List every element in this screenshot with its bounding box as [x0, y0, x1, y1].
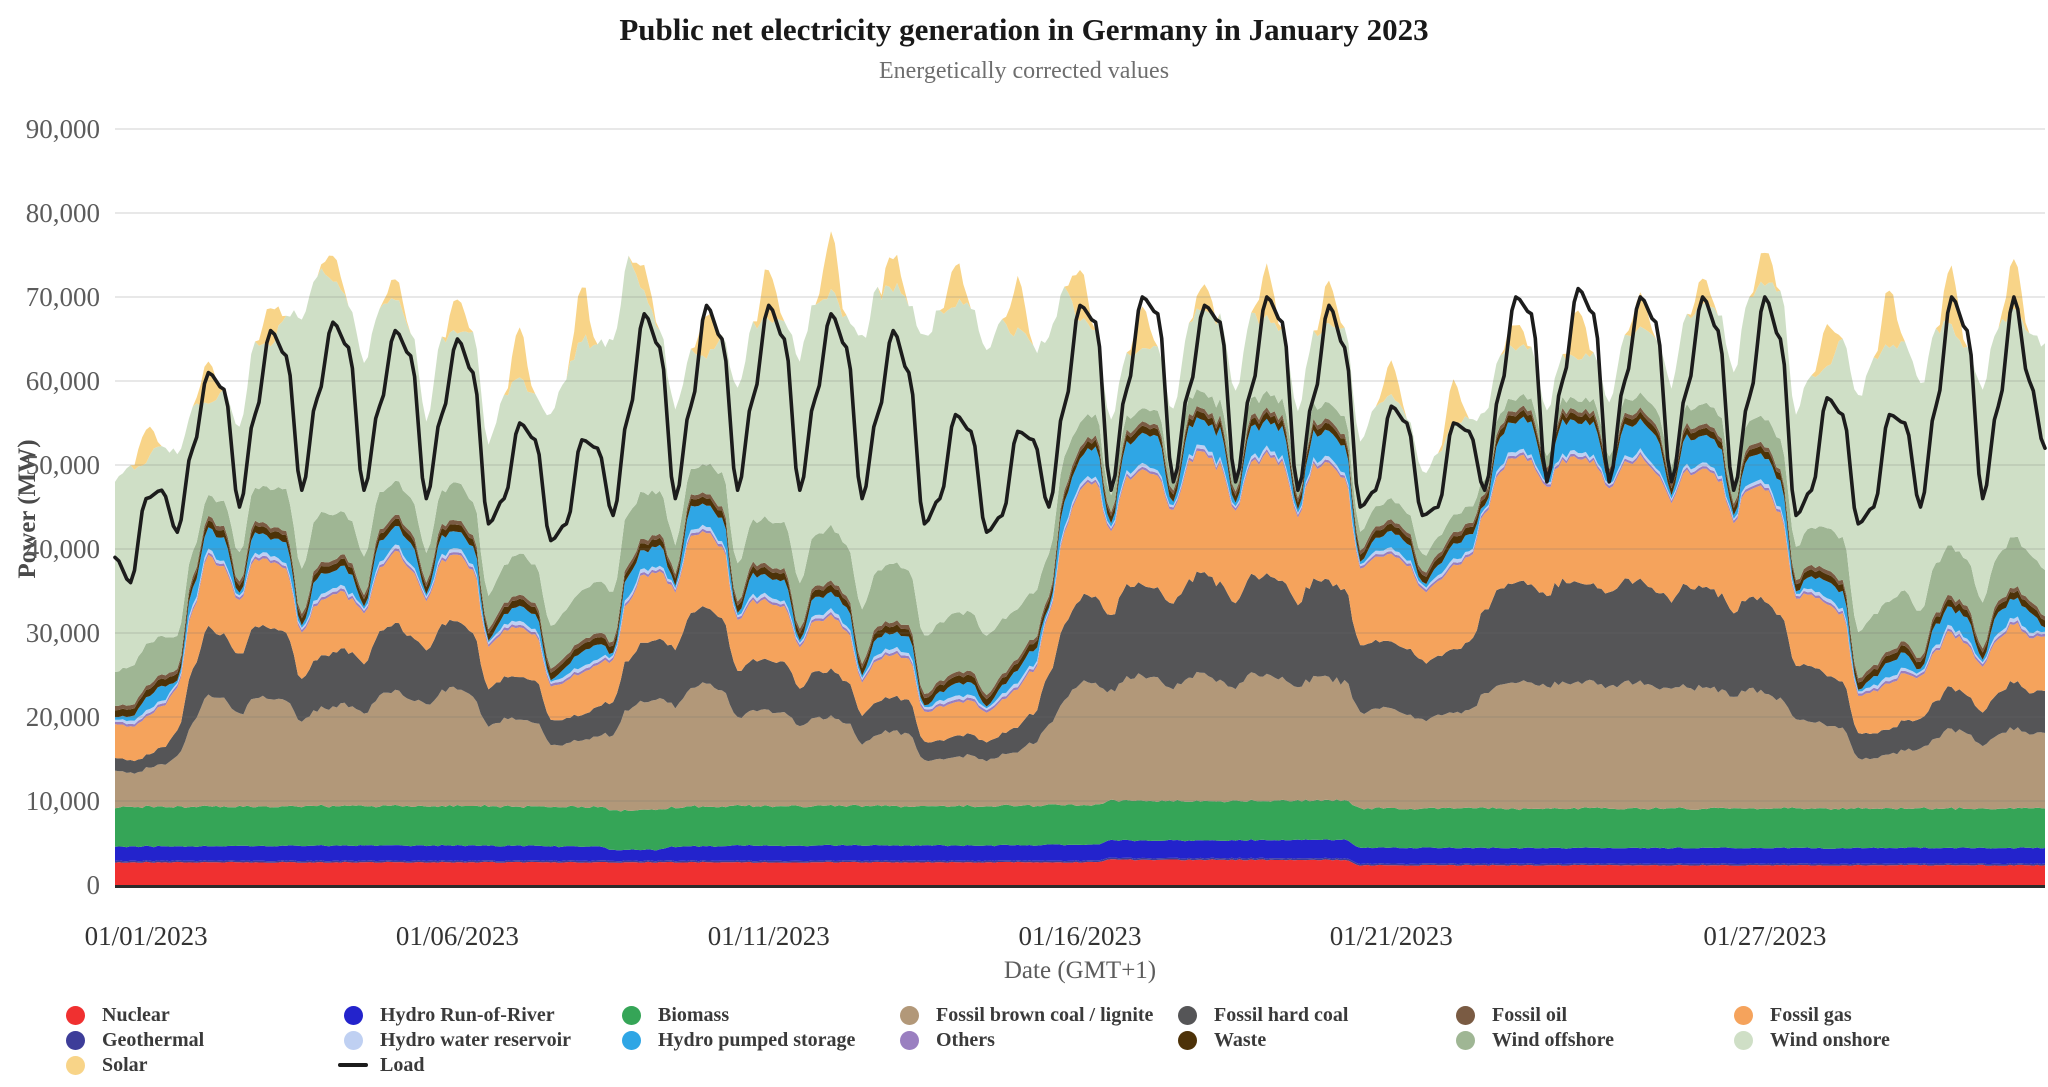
legend-item-nuclear[interactable]: Nuclear [66, 1003, 170, 1027]
x-tick-labels: 01/01/2023 01/06/2023 01/11/2023 01/16/2023… [85, 921, 1827, 951]
legend-swatch-solar [66, 1055, 85, 1075]
legend-swatch-nuclear [66, 1005, 85, 1025]
legend-swatch-hydro_ror [344, 1005, 363, 1025]
legend-swatch-pumped_storage [622, 1030, 641, 1050]
legend-item-onshore[interactable]: Wind onshore [1734, 1028, 1890, 1052]
series-area-offshore [115, 389, 2045, 706]
x-tick-label: 01/27/2023 [1703, 921, 1826, 951]
legend-label-onshore: Wind onshore [1770, 1028, 1890, 1051]
legend-label-biomass: Biomass [658, 1003, 730, 1026]
y-tick-labels: 0 10,000 20,000 30,000 40,000 50,000 60,000 70,… [26, 114, 100, 900]
x-tick-label: 01/21/2023 [1330, 921, 1453, 951]
legend-swatch-offshore [1456, 1030, 1475, 1050]
legend-item-offshore[interactable]: Wind offshore [1456, 1028, 1614, 1052]
legend-label-lignite: Fossil brown coal / lignite [936, 1003, 1154, 1026]
legend-label-others: Others [936, 1028, 995, 1051]
series-area-gas [115, 450, 2045, 762]
y-tick-label: 40,000 [26, 534, 100, 564]
x-tick-label: 01/11/2023 [708, 921, 830, 951]
y-tick-label: 70,000 [26, 282, 100, 312]
plot-area[interactable]: 0 10,000 20,000 30,000 40,000 50,000 60,000 70,… [0, 0, 2048, 1000]
y-tick-label: 80,000 [26, 198, 100, 228]
y-tick-label: 60,000 [26, 366, 100, 396]
legend-item-geothermal[interactable]: Geothermal [66, 1028, 204, 1052]
legend-swatch-water_reservoir [344, 1030, 363, 1050]
series-area-oil [115, 405, 2045, 711]
legend-item-lignite[interactable]: Fossil brown coal / lignite [900, 1003, 1153, 1027]
legend-item-others[interactable]: Others [900, 1028, 995, 1052]
legend-label-solar: Solar [102, 1053, 148, 1076]
legend-swatch-lignite [900, 1005, 919, 1025]
series-area-hard_coal [115, 571, 2045, 774]
legend-label-hard_coal: Fossil hard coal [1214, 1003, 1349, 1026]
legend-label-pumped_storage: Hydro pumped storage [658, 1028, 856, 1051]
series-area-pumped_storage [115, 416, 2045, 722]
legend-swatch-others [900, 1030, 919, 1050]
legend-item-waste[interactable]: Waste [1178, 1028, 1266, 1052]
legend-label-gas: Fossil gas [1770, 1003, 1852, 1026]
y-tick-label: 20,000 [26, 702, 100, 732]
y-tick-label: 90,000 [26, 114, 100, 144]
legend-item-gas[interactable]: Fossil gas [1734, 1003, 1852, 1027]
chart-title: Public net electricity generation in Ger… [619, 12, 1429, 47]
x-axis-title: Date (GMT+1) [1003, 957, 1157, 984]
legend-label-offshore: Wind offshore [1492, 1028, 1615, 1051]
legend-swatch-onshore [1734, 1030, 1753, 1050]
legend-item-biomass[interactable]: Biomass [622, 1003, 729, 1027]
y-tick-label: 10,000 [26, 786, 100, 816]
x-tick-label: 01/01/2023 [85, 921, 208, 951]
legend-label-hydro_ror: Hydro Run-of-River [380, 1003, 555, 1026]
x-tick-label: 01/06/2023 [396, 921, 519, 951]
series-area-biomass [115, 799, 2045, 851]
legend-swatch-biomass [622, 1005, 641, 1025]
series-area-lignite [115, 671, 2045, 812]
y-tick-label: 30,000 [26, 618, 100, 648]
legend-item-oil[interactable]: Fossil oil [1456, 1003, 1567, 1027]
legend-line-swatch-load [338, 1063, 368, 1067]
x-tick-label: 01/16/2023 [1018, 921, 1141, 951]
legend-item-water_reservoir[interactable]: Hydro water reservoir [344, 1028, 571, 1052]
legend-swatch-hard_coal [1178, 1005, 1197, 1025]
y-tick-label: 50,000 [26, 450, 100, 480]
y-tick-label: 0 [87, 870, 101, 900]
legend-item-pumped_storage[interactable]: Hydro pumped storage [622, 1028, 855, 1052]
series-area-nuclear [115, 859, 2045, 885]
series-area-hydro_ror [115, 839, 2045, 865]
series-area-solar [115, 231, 2045, 482]
legend-label-geothermal: Geothermal [102, 1028, 205, 1051]
legend-item-hydro_ror[interactable]: Hydro Run-of-River [344, 1003, 555, 1027]
series-line-load [113, 286, 2047, 585]
legend-swatch-waste [1178, 1030, 1197, 1050]
gridlines [115, 128, 2045, 802]
chart-subtitle: Energetically corrected values [878, 58, 1170, 84]
legend-swatch-gas [1734, 1005, 1753, 1025]
legend-item-hard_coal[interactable]: Fossil hard coal [1178, 1003, 1348, 1027]
legend-label-load: Load [380, 1053, 425, 1076]
legend-item-solar[interactable]: Solar [66, 1053, 148, 1077]
legend-swatch-geothermal [66, 1030, 85, 1050]
stacked-areas [115, 231, 2045, 885]
legend-item-load[interactable]: Load [338, 1053, 425, 1077]
legend-label-waste: Waste [1214, 1028, 1267, 1051]
legend-label-water_reservoir: Hydro water reservoir [380, 1028, 572, 1051]
legend-label-oil: Fossil oil [1492, 1003, 1568, 1026]
series-area-geothermal [115, 857, 2045, 866]
series-area-waste [115, 409, 2045, 718]
series-area-onshore [115, 255, 2045, 672]
legend-label-nuclear: Nuclear [102, 1003, 170, 1026]
legend-swatch-oil [1456, 1005, 1475, 1025]
